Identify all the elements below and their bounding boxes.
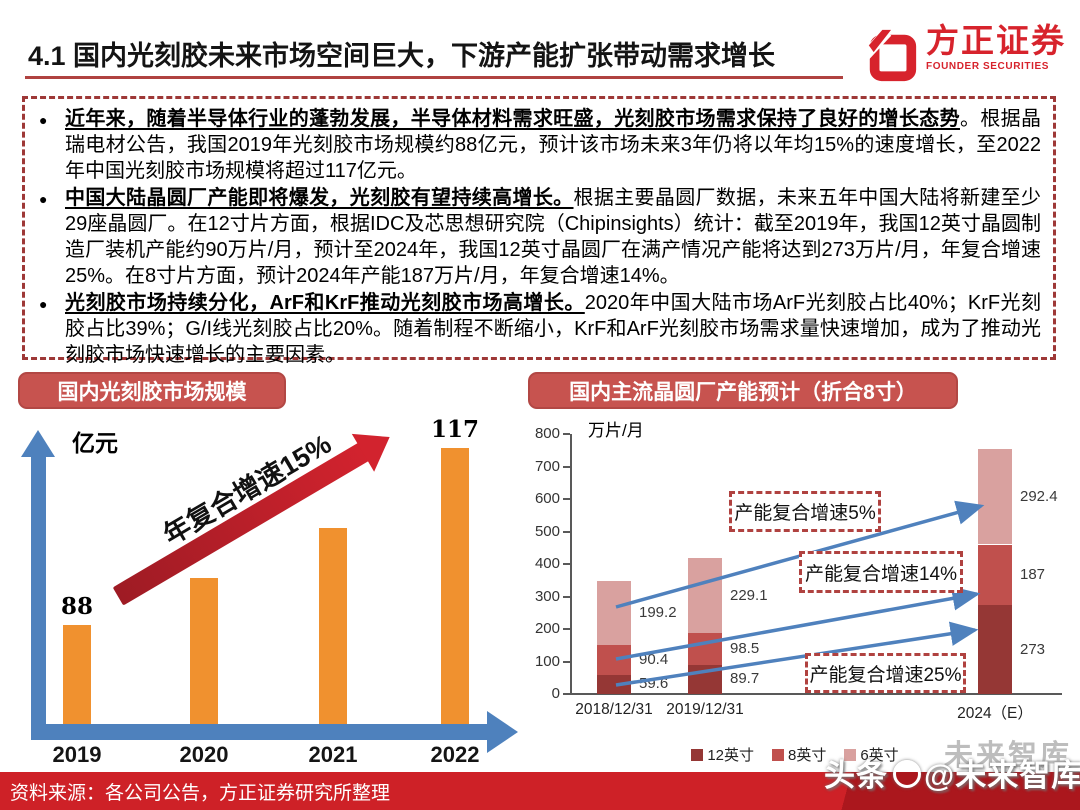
legend-item-6英寸: 6英寸 (844, 744, 899, 765)
y-tick-label: 300 (534, 587, 560, 605)
y-tick (563, 530, 570, 533)
logo-name-en: FOUNDER SECURITIES (926, 61, 1050, 72)
bar-2019 (63, 625, 91, 724)
legend-swatch-icon (691, 748, 704, 761)
chart-legend: 12英寸 8英寸 6英寸 (530, 744, 1060, 765)
x-tick-label: 2018/12/31 (575, 701, 653, 718)
bullet-item-2: 中国大陆晶圆厂产能即将爆发，光刻胶有望持续高增长。根据主要晶圆厂数据，未来五年中… (35, 185, 1041, 289)
bar-segment-6英寸 (597, 580, 631, 646)
y-tick (563, 563, 570, 565)
cagr-annotation-6inch: 产能复合增速5% (729, 491, 881, 532)
bar-segment-8英寸 (978, 544, 1012, 606)
logo-name-cn: 方正证券 (926, 22, 1066, 59)
legend-swatch-icon (772, 748, 784, 761)
segment-value-label: 273 (1020, 640, 1046, 658)
y-tick (563, 595, 570, 598)
y-tick-label: 400 (534, 555, 560, 572)
bullet-item-3: 光刻胶市场持续分化，ArF和KrF推动光刻胶市场高增长。2020年中国大陆市场A… (35, 290, 1041, 368)
cagr-annotation-12inch: 产能复合增速25% (805, 653, 966, 693)
legend-label: 12英寸 (707, 747, 754, 764)
y-tick (563, 660, 570, 663)
watermark-ghost-text: 未来智库 (943, 740, 1072, 772)
bullet-rest: 根据主要晶圆厂数据，未来五年中国大陆将新建至少29座晶圆厂。在12寸片方面，根据… (65, 187, 1042, 287)
legend-label: 8英寸 (788, 747, 827, 764)
title-underline (25, 76, 843, 79)
y-tick-label: 0 (551, 685, 560, 702)
logo-text: 方正证券 FOUNDER SECURITIES (926, 24, 1066, 72)
y-tick-label: 200 (534, 620, 560, 637)
bullet-list: 近年来，随着半导体行业的蓬勃发展，半导体材料需求旺盛，光刻胶市场需求保持了良好的… (35, 106, 1041, 368)
bullet-lead: 中国大陆晶圆厂产能即将爆发，光刻胶有望持续高增长。 (65, 187, 574, 209)
segment-value-label: 98.5 (730, 639, 760, 657)
y-tick-label: 700 (534, 457, 560, 475)
bar-segment-12英寸 (978, 605, 1012, 694)
legend-swatch-icon (844, 748, 857, 761)
bar-2021 (319, 528, 347, 724)
bar-segment-8英寸 (688, 632, 722, 665)
x-tick-label: 2022 (430, 742, 480, 767)
segment-value-label: 199.2 (639, 603, 677, 621)
bar-segment-12英寸 (688, 664, 722, 694)
page-title: 4.1 国内光刻胶未来市场空间巨大，下游产能扩张带动需求增长 (28, 41, 776, 71)
bullet-rest: 2020年中国大陆市场ArF光刻胶占比40%；KrF光刻胶占比39%；G/I线光… (65, 292, 1041, 366)
bullet-item-1: 近年来，随着半导体行业的蓬勃发展，半导体材料需求旺盛，光刻胶市场需求保持了良好的… (35, 106, 1041, 184)
x-axis-arrowhead-icon (487, 711, 518, 753)
segment-value-label: 89.7 (730, 670, 760, 688)
y-tick (563, 465, 570, 468)
watermark-prefix: 头条 (824, 758, 888, 793)
segment-value-label: 292.4 (1020, 487, 1058, 505)
y-axis (31, 456, 46, 737)
legend-item-8英寸: 8英寸 (772, 744, 826, 765)
logo-mark-icon (864, 28, 917, 82)
left-chart-title-badge: 国内光刻胶市场规模 (18, 372, 286, 409)
x-tick-label: 2024（E） (957, 705, 1033, 722)
bar-segment-8英寸 (597, 645, 631, 675)
y-tick (563, 433, 570, 435)
segment-value-label: 90.4 (639, 650, 669, 668)
cagr-annotation-8inch: 产能复合增速14% (799, 551, 963, 593)
segment-value-label: 59.6 (639, 675, 669, 693)
segment-value-label: 229.1 (730, 586, 768, 604)
y-axis-unit-label: 万片/月 (588, 421, 644, 440)
source-note: 资料来源：各公司公告，方正证券研究所整理 (10, 782, 391, 804)
watermark-handle: @未来智库 (924, 758, 1080, 793)
y-tick (563, 693, 570, 695)
founder-securities-logo: 方正证券 FOUNDER SECURITIES (864, 24, 1066, 86)
watermark-main-text: 头条 @未来智库 (824, 750, 1080, 795)
segment-value-label: 187 (1020, 565, 1046, 583)
bar-segment-12英寸 (597, 674, 631, 694)
y-axis (570, 434, 572, 694)
bar-2022 (441, 448, 469, 724)
toutiao-smiley-icon (893, 760, 921, 788)
summary-box: 近年来，随着半导体行业的蓬勃发展，半导体材料需求旺盛，光刻胶市场需求保持了良好的… (22, 96, 1056, 366)
bar-value-label: 88 (60, 593, 93, 620)
x-tick-label: 2019 (52, 742, 102, 767)
y-tick-label: 800 (534, 425, 560, 442)
y-axis-unit-label: 亿元 (72, 430, 118, 456)
x-tick-label: 2019/12/31 (666, 701, 744, 718)
y-tick-label: 500 (534, 522, 560, 540)
legend-item-12英寸: 12英寸 (691, 744, 754, 765)
y-tick (563, 498, 570, 500)
right-chart-title-badge: 国内主流晶圆厂产能预计（折合8寸） (528, 372, 958, 409)
x-tick-label: 2021 (308, 742, 358, 767)
bar-segment-6英寸 (688, 558, 722, 633)
bar-2020 (190, 578, 218, 724)
watermark: 未来智库 头条 @未来智库 (824, 734, 1080, 804)
y-axis-arrowhead-icon (21, 430, 55, 457)
y-tick (563, 628, 570, 630)
bullet-rest: 。根据晶瑞电材公告，我国2019年光刻胶市场规模约88亿元，预计该市场未来3年仍… (65, 108, 1042, 182)
x-tick-label: 2020 (179, 742, 229, 767)
x-axis (570, 693, 1062, 695)
y-tick-label: 100 (534, 652, 560, 670)
legend-label: 6英寸 (860, 747, 899, 764)
x-axis (31, 724, 489, 740)
y-tick-label: 600 (534, 490, 560, 507)
bullet-lead: 近年来，随着半导体行业的蓬勃发展，半导体材料需求旺盛，光刻胶市场需求保持了良好的… (65, 108, 960, 130)
bar-value-label: 117 (430, 416, 479, 443)
bullet-lead: 光刻胶市场持续分化，ArF和KrF推动光刻胶市场高增长。 (65, 292, 585, 314)
bar-segment-6英寸 (978, 449, 1012, 545)
